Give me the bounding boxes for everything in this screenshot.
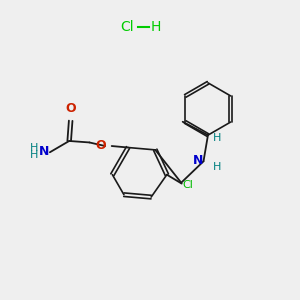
- Text: H: H: [151, 20, 161, 34]
- Text: H: H: [213, 162, 221, 172]
- Text: N: N: [39, 145, 49, 158]
- Text: Cl: Cl: [120, 20, 134, 34]
- Text: Cl: Cl: [182, 180, 193, 190]
- Text: H: H: [213, 133, 222, 142]
- Text: N: N: [193, 154, 203, 167]
- Text: H: H: [30, 150, 38, 160]
- Text: H: H: [30, 143, 38, 153]
- Text: O: O: [65, 102, 76, 115]
- Text: O: O: [96, 139, 106, 152]
